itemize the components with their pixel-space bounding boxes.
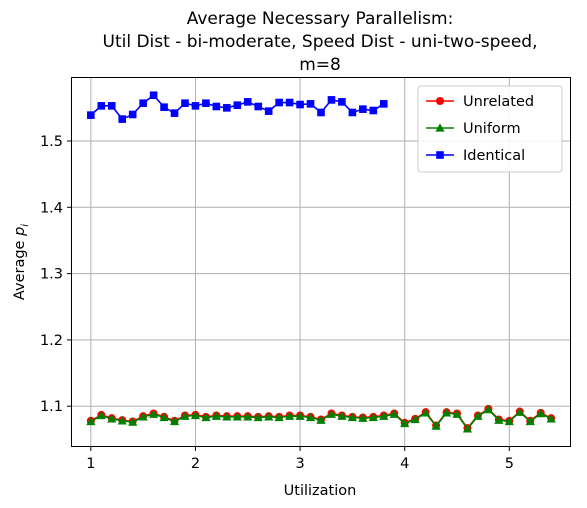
y-axis-label: Average pi [12,224,31,300]
data-point-identical [213,103,221,111]
y-tick-label: 1.5 [40,134,63,150]
data-point-identical [87,111,95,119]
y-axis-label-subscript: i [20,224,31,227]
data-point-identical [97,102,105,110]
data-point-identical [234,101,242,109]
data-point-identical [108,102,116,110]
data-point-identical [307,100,315,108]
data-point-identical [380,100,388,108]
data-point-identical [181,99,189,107]
data-point-identical [171,109,179,117]
y-tick-label: 1.3 [40,267,63,283]
y-tick-label: 1.4 [40,200,63,216]
title-line-1: Average Necessary Parallelism: [187,9,454,29]
x-tick-label: 1 [86,456,95,472]
data-point-identical [328,96,336,104]
x-tick-label: 2 [191,456,200,472]
legend-label-identical: Identical [463,148,525,164]
y-axis-label-main: Average [12,236,28,300]
data-point-identical [192,102,200,110]
data-point-identical [254,103,262,111]
data-point-identical [223,104,231,112]
title-line-2: Util Dist - bi-moderate, Speed Dist - un… [103,32,538,52]
data-point-identical [160,103,168,111]
data-point-identical [338,98,346,106]
data-point-identical [370,107,378,115]
chart-title: Average Necessary Parallelism: Util Dist… [103,9,538,75]
data-point-identical [349,109,357,117]
x-tick-label: 3 [295,456,304,472]
title-line-3: m=8 [299,55,341,75]
data-point-identical [296,101,304,109]
legend-label-unrelated: Unrelated [463,94,534,110]
series-identical [87,91,388,122]
data-point-identical [275,99,283,107]
legend-marker-identical [436,151,444,159]
data-point-identical [139,99,147,107]
data-point-identical [359,105,367,113]
data-point-identical [244,98,252,106]
legend: Unrelated Uniform Identical [418,86,562,172]
x-tick-label: 4 [400,456,409,472]
y-axis-label-variable: p [12,227,28,237]
data-point-identical [150,91,158,99]
data-point-identical [202,99,210,107]
data-point-identical [317,109,325,117]
y-tick-label: 1.2 [40,333,63,349]
data-point-identical [129,111,137,119]
legend-marker-unrelated [436,97,444,105]
legend-label-uniform: Uniform [463,121,521,137]
x-axis-label: Utilization [284,483,357,499]
data-point-identical [265,107,273,115]
data-point-identical [118,115,126,123]
y-tick-label: 1.1 [40,399,63,415]
x-tick-label: 5 [505,456,514,472]
data-point-identical [286,99,294,107]
